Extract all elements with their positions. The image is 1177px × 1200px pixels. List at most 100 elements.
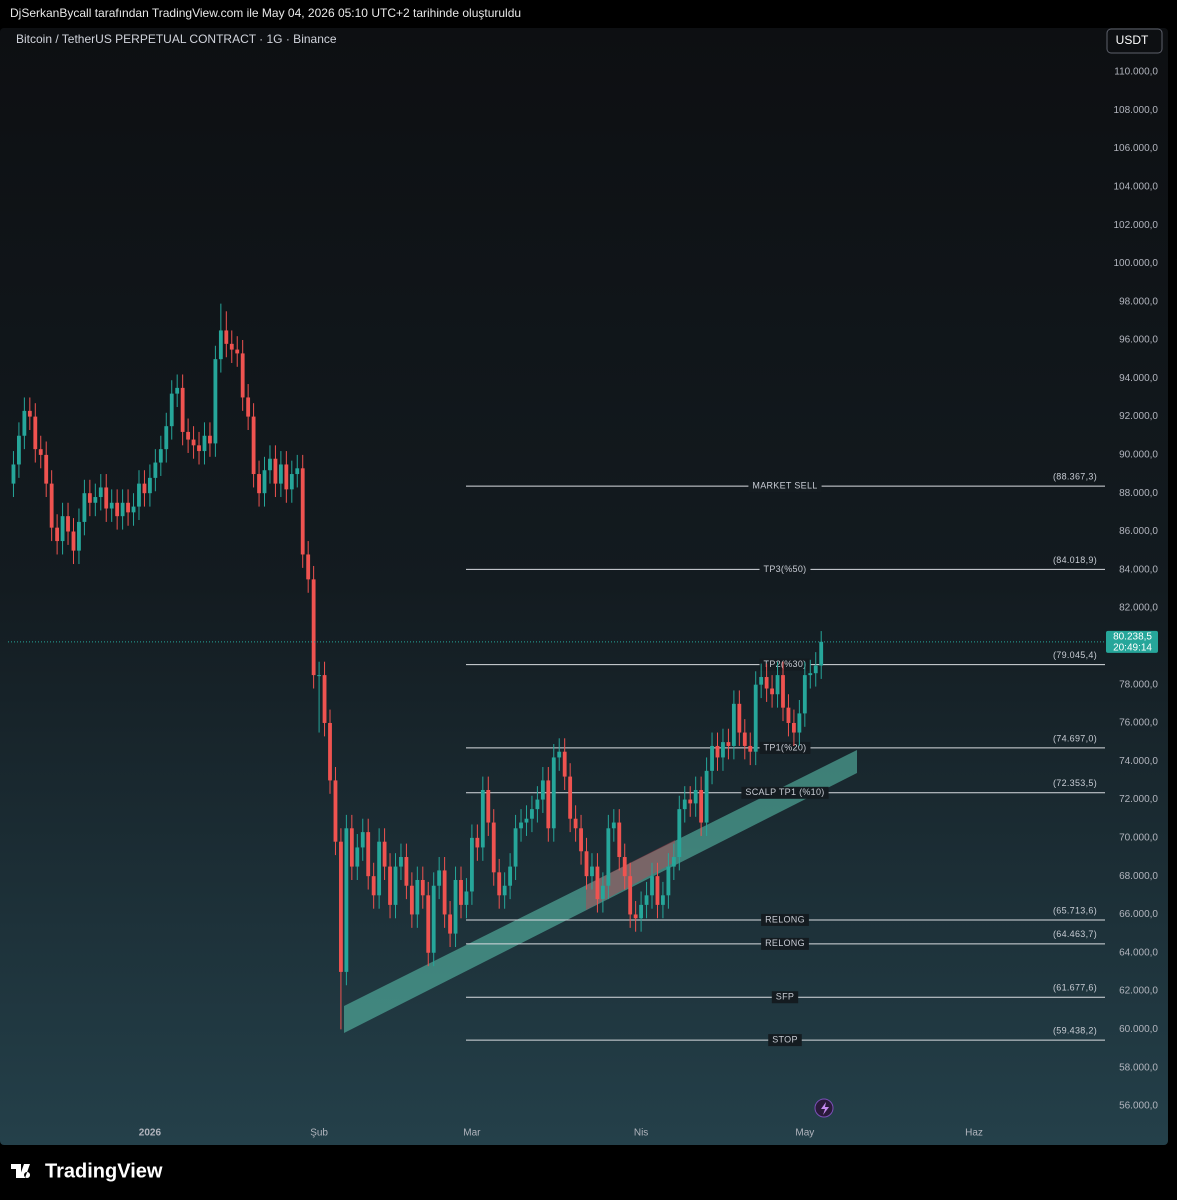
candle-body [535, 799, 540, 810]
level-name: RELONG [765, 938, 805, 948]
candle-body [360, 832, 365, 848]
candle-body [49, 483, 54, 528]
candle-body [584, 851, 589, 877]
countdown: 20:49:14 [1113, 642, 1152, 653]
candle-body [55, 527, 60, 542]
level-name: TP3(%50) [764, 564, 807, 574]
candle-body [742, 732, 747, 746]
candle-body [104, 487, 109, 509]
candle-body [186, 431, 191, 440]
candle-body [164, 426, 169, 450]
y-tick-label: 102.000,0 [1114, 220, 1159, 231]
candle-body [137, 483, 141, 507]
level-name-bg [759, 563, 811, 576]
y-tick-label: 66.000,0 [1119, 909, 1158, 920]
candle-body [442, 870, 447, 915]
candle-body [497, 872, 502, 896]
candle-body [82, 493, 87, 522]
candle-body [71, 531, 76, 551]
brand: TradingView [45, 1160, 163, 1182]
candle-body [475, 837, 480, 848]
candle-body [606, 828, 611, 886]
candle-body [704, 770, 709, 823]
event-icon-bolt [821, 1102, 829, 1115]
x-tick-label: Haz [965, 1128, 983, 1139]
level-price: (84.018,9) [1053, 555, 1097, 565]
candle-body [595, 866, 600, 900]
candle-body [355, 847, 360, 867]
header: DjSerkanBycall tarafından TradingView.co… [10, 6, 521, 20]
brand-logo: TradingView [11, 1160, 163, 1182]
candle-body [278, 464, 283, 484]
candle-body [66, 516, 70, 532]
candle-body [377, 841, 382, 896]
candle-body [218, 330, 223, 360]
candle-body [540, 780, 545, 800]
candle-body [677, 809, 682, 858]
chart-title: Bitcoin / TetherUS PERPETUAL CONTRACT · … [16, 32, 337, 46]
candle-body [459, 879, 463, 905]
candle-body [508, 866, 513, 886]
x-tick-label: May [795, 1128, 814, 1139]
candle-body [300, 468, 305, 555]
y-tick-label: 74.000,0 [1119, 756, 1158, 767]
candle-body [208, 435, 212, 444]
level-name-bg [761, 937, 809, 950]
currency-button[interactable] [1106, 28, 1163, 54]
candle-body [770, 688, 774, 695]
candle-body [546, 780, 551, 829]
y-tick-label: 104.000,0 [1114, 181, 1159, 192]
candle-body [524, 818, 529, 823]
candle-body [191, 439, 196, 446]
candle-body [513, 828, 518, 867]
candle-body [22, 410, 27, 436]
levels: MARKET SELL (88.367,3) TP3(%50) (84.018,9) T… [466, 472, 1105, 1047]
candle-body [813, 665, 818, 674]
last-price-label: 80.238,5 [1113, 631, 1152, 642]
level-price: (88.367,3) [1053, 472, 1097, 482]
y-tick-label: 82.000,0 [1119, 603, 1158, 614]
candle-body [666, 866, 671, 896]
candle-body [600, 885, 605, 900]
trend-channel [344, 750, 857, 1033]
candle-body [213, 359, 218, 444]
candle-body [628, 876, 633, 915]
candle-body [328, 722, 332, 781]
candle-body [573, 818, 578, 829]
level-name-bg [761, 913, 809, 926]
y-tick-label: 96.000,0 [1119, 335, 1158, 346]
currency[interactable]: USDT [1116, 33, 1149, 47]
candle-body [611, 822, 616, 829]
y-tick-label: 90.000,0 [1119, 450, 1158, 461]
candle-body [262, 470, 267, 494]
y-tick-label: 58.000,0 [1119, 1062, 1158, 1073]
level-name-bg [741, 786, 829, 799]
candle-body [273, 458, 278, 484]
level-name: RELONG [765, 914, 805, 924]
candle-body [175, 387, 180, 394]
candle-body [557, 751, 562, 758]
y-tick-label: 76.000,0 [1119, 718, 1158, 729]
candle-body [93, 497, 98, 503]
candle-body [131, 506, 136, 513]
candle-body [693, 789, 698, 804]
candle-body [453, 879, 458, 934]
candle-body [404, 857, 409, 886]
candle-body [655, 876, 660, 905]
y-tick-label: 78.000,0 [1119, 679, 1158, 690]
candle-body [726, 742, 731, 746]
candle-body [109, 502, 114, 509]
level-price: (61.677,6) [1053, 983, 1097, 993]
candle-body [721, 742, 725, 758]
y-tick-label: 98.000,0 [1119, 296, 1158, 307]
candle-body [240, 353, 245, 398]
y-tick-label: 106.000,0 [1114, 143, 1159, 154]
candle-body [366, 832, 371, 877]
chart-panel [0, 28, 1168, 1145]
candle-body [87, 493, 92, 503]
candle-body [33, 416, 38, 450]
candle-body [180, 387, 185, 432]
candle-body [644, 895, 649, 905]
candle-body [147, 477, 152, 494]
